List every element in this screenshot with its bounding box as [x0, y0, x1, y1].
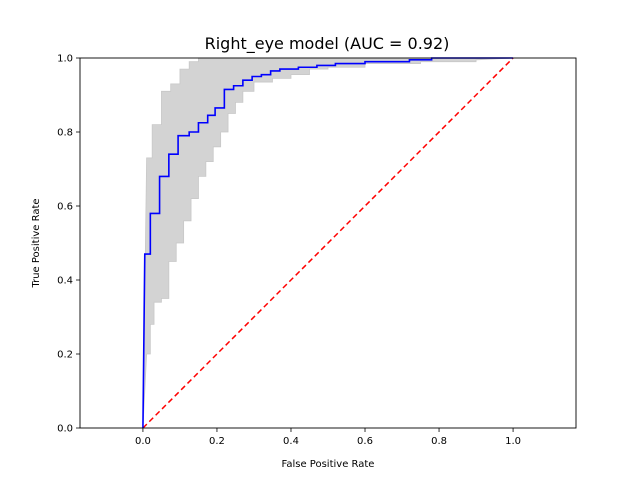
y-tick-label: 0.0 [57, 424, 73, 435]
plot-frame [79, 57, 577, 429]
x-tick-label: 0.0 [135, 436, 151, 447]
y-tick-label: 0.6 [57, 202, 73, 213]
plot-area [142, 57, 514, 429]
chart-title: Right_eye model (AUC = 0.92) [205, 34, 450, 54]
x-axis-ticks: 0.0 0.2 0.4 0.6 0.8 1.0 [135, 428, 521, 447]
x-axis-label: False Positive Rate [282, 459, 375, 470]
x-tick-label: 0.2 [209, 436, 225, 447]
roc-curve [142, 57, 514, 429]
y-tick-label: 0.4 [57, 276, 73, 287]
y-tick-label: 0.2 [57, 350, 73, 361]
y-tick-label: 1.0 [57, 54, 73, 65]
x-tick-label: 0.6 [357, 436, 373, 447]
x-tick-label: 1.0 [505, 436, 521, 447]
y-axis-ticks: 0.0 0.2 0.4 0.6 0.8 1.0 [57, 54, 80, 435]
chance-line [142, 57, 514, 429]
y-tick-label: 0.8 [57, 128, 73, 139]
confidence-band [142, 57, 514, 429]
x-tick-label: 0.4 [283, 436, 299, 447]
x-tick-label: 0.8 [431, 436, 447, 447]
y-axis-label: True Positive Rate [31, 198, 42, 288]
